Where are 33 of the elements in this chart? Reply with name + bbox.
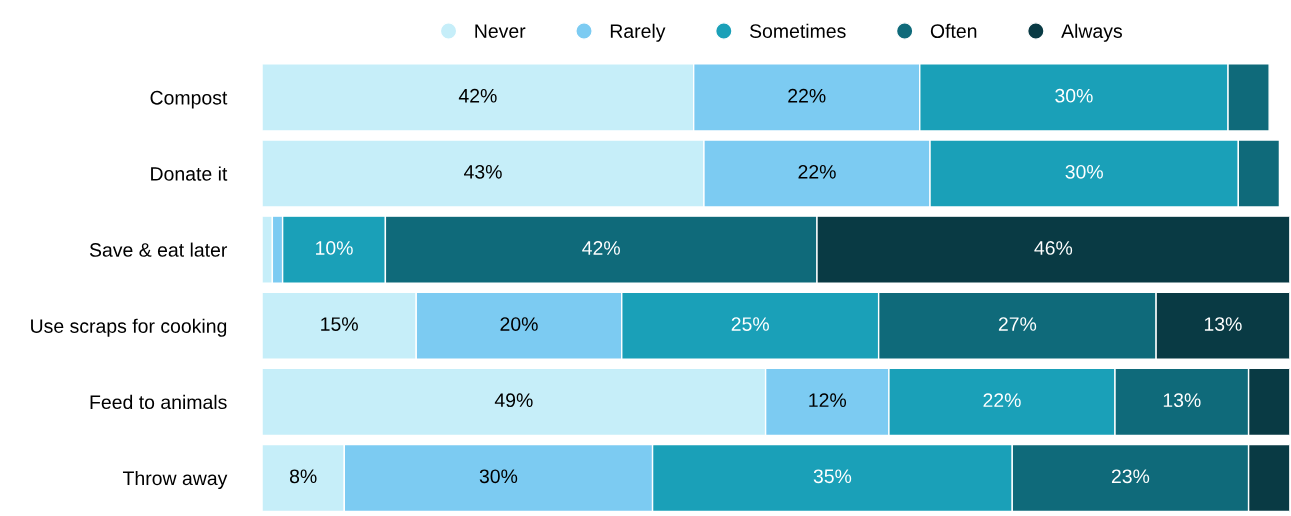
data-label: 30% [479, 469, 518, 484]
data-label: 22% [798, 164, 836, 179]
y-tick-label: Throw away [122, 470, 228, 490]
y-tick-label: Use scraps for cooking [31, 318, 227, 337]
data-label: 27% [998, 317, 1037, 331]
data-label: 30% [1055, 88, 1093, 103]
data-label: 35% [813, 469, 852, 484]
data-label: 23% [1111, 469, 1150, 484]
y-tick-label: Compost [150, 90, 228, 109]
data-label: 46% [1034, 241, 1073, 255]
data-label: 43% [464, 164, 502, 179]
y-tick-label: Donate it [151, 166, 228, 181]
data-label: 25% [731, 317, 769, 331]
data-label: 22% [983, 393, 1021, 407]
data-label: 49% [494, 393, 533, 408]
legend-label: Always [1061, 23, 1122, 42]
y-tick-label: Save & eat later [89, 242, 228, 257]
data-label: 30% [1065, 164, 1103, 179]
data-label: 42% [582, 241, 620, 255]
data-label: 13% [1163, 393, 1201, 408]
data-label: 22% [788, 88, 826, 103]
data-label: 12% [809, 393, 847, 407]
data-label: 13% [1204, 317, 1242, 331]
data-label: 10% [316, 241, 353, 255]
data-label: 8% [289, 469, 317, 484]
legend-label: Sometimes [749, 23, 846, 38]
data-label: 20% [500, 317, 538, 331]
y-tick-label: Feed to animals [90, 394, 227, 410]
data-label: 15% [321, 317, 358, 331]
data-label: 42% [458, 88, 497, 103]
legend-label: Often [930, 23, 977, 38]
legend-label: Never [475, 24, 526, 38]
legend-label: Rarely [610, 23, 666, 42]
